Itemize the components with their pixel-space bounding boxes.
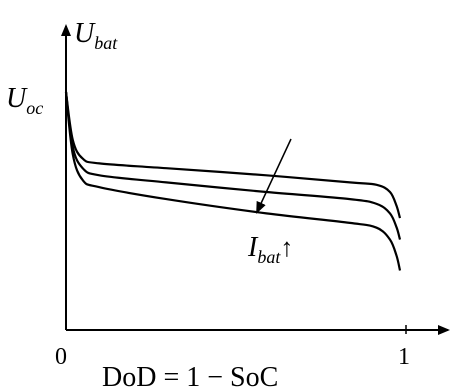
discharge-curve-3 <box>64 91 402 271</box>
discharge-curves <box>64 91 402 271</box>
x-tick-label-1: 1 <box>398 344 410 370</box>
x-axis-label: DoD = 1 − SoC <box>102 362 278 389</box>
x-tick-label-0: 0 <box>55 344 67 370</box>
discharge-curve-1 <box>64 91 402 219</box>
open-circuit-voltage-label: Uoc <box>6 83 43 118</box>
current-label: Ibat↑ <box>247 232 293 267</box>
y-axis-label: Ubat <box>74 18 118 53</box>
current-increase-arrow <box>256 138 292 214</box>
